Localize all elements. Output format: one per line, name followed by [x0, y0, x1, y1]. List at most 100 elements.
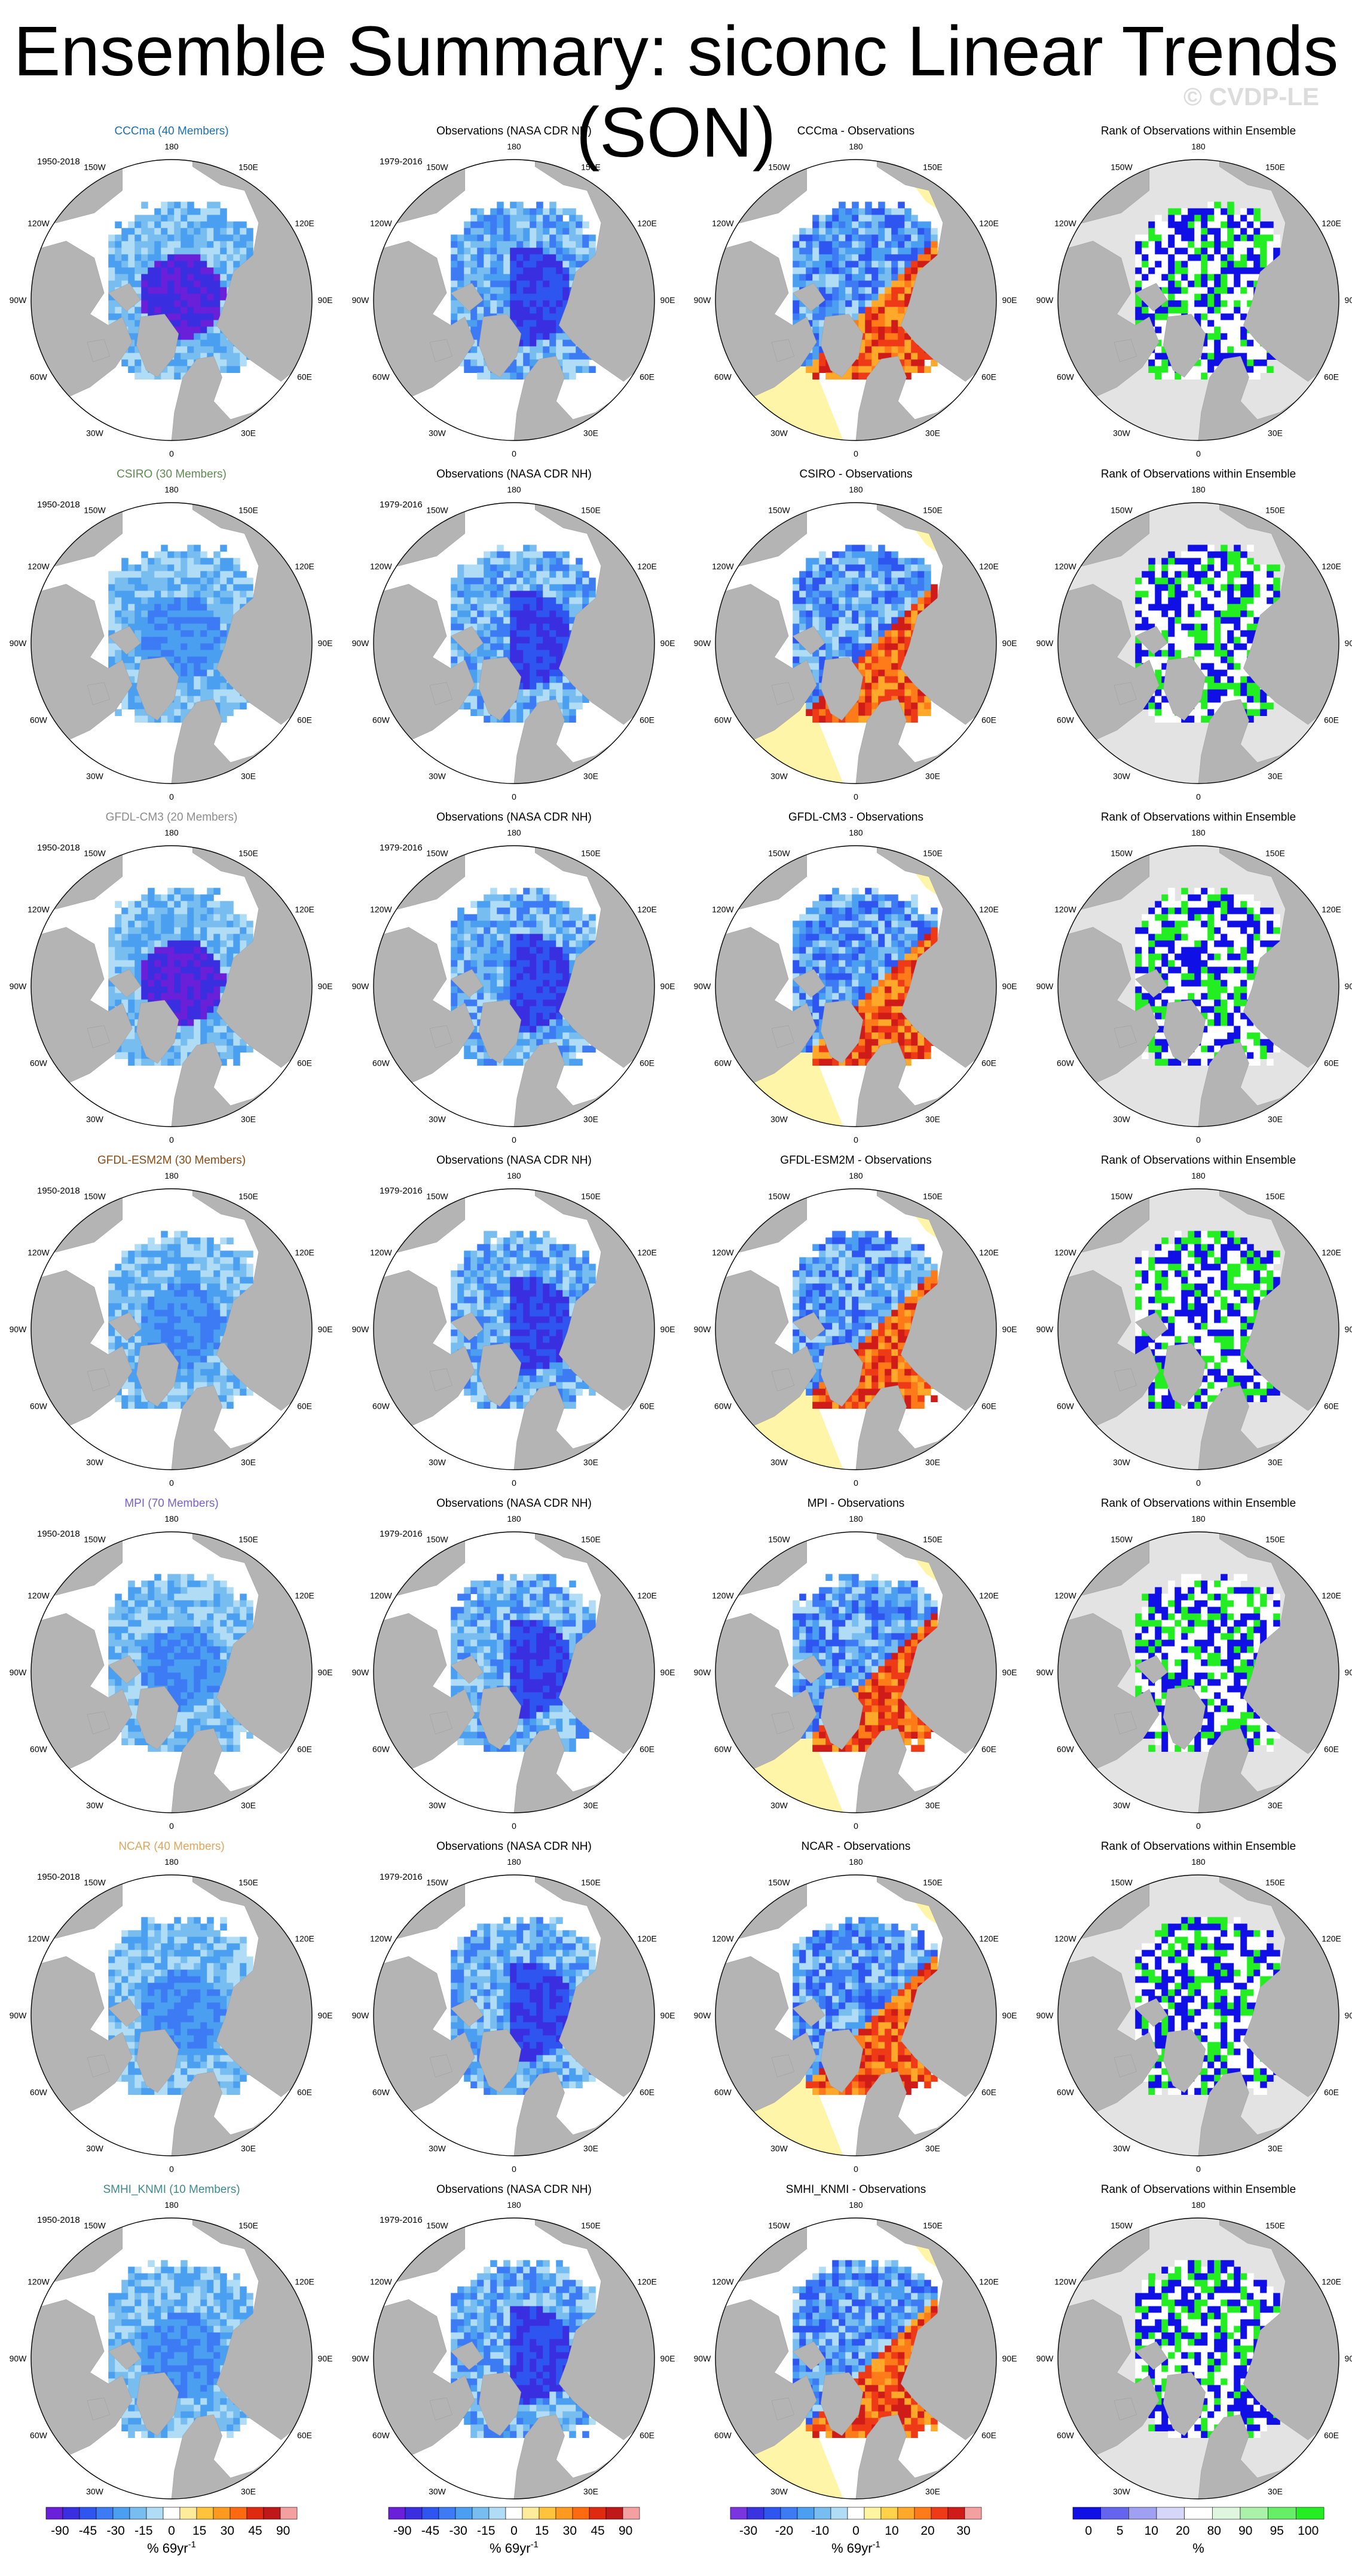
colorbar-swatch [864, 2507, 882, 2520]
colorbar-swatch [213, 2507, 231, 2520]
longitude-label: 90E [1002, 1668, 1017, 1677]
longitude-label: 0 [1196, 449, 1201, 458]
panel-title: Rank of Observations within Ensemble [1101, 811, 1296, 824]
longitude-label: 150W [84, 848, 106, 858]
longitude-label: 150W [1111, 1534, 1133, 1544]
longitude-label: 150E [581, 1191, 601, 1201]
longitude-label: 150E [923, 1191, 943, 1201]
longitude-label: 60W [372, 1402, 390, 1411]
longitude-label: 60W [30, 715, 48, 725]
longitude-label: 60W [30, 1058, 48, 1068]
longitude-label: 120W [1054, 2277, 1076, 2287]
map-panel-diff: 180 150E 120E 90E 60E 30E 0 30W 60W 90W 120W 150W MP… [694, 1497, 1017, 1831]
longitude-label: 150E [581, 505, 601, 515]
longitude-label: 30E [241, 1801, 256, 1810]
colorbar-tick-label: 0 [510, 2524, 518, 2538]
longitude-label: 150W [768, 2220, 790, 2230]
longitude-label: 90W [10, 1324, 27, 1334]
longitude-label: 120E [979, 2277, 999, 2287]
longitude-label: 0 [512, 1821, 516, 1831]
longitude-label: 60W [714, 372, 732, 382]
longitude-label: 150W [768, 1877, 790, 1887]
map-panel-model: 180 150E 120E 90E 60E 30E 0 30W 60W 90W 120W 150W GF… [10, 1154, 333, 1488]
colorbar-tick-label: -15 [134, 2524, 152, 2538]
longitude-label: 90E [660, 295, 675, 305]
longitude-label: 60E [640, 1058, 654, 1068]
longitude-label: 30E [241, 1458, 256, 1467]
longitude-label: 180 [1191, 485, 1206, 494]
panel-title: SMHI_KNMI - Observations [786, 2183, 926, 2196]
panel-title: Rank of Observations within Ensemble [1101, 1154, 1296, 1167]
page-title: Ensemble Summary: siconc Linear Trends (… [13, 12, 1339, 172]
longitude-label: 90W [1036, 1668, 1054, 1677]
colorbar-tick-label: 95 [1270, 2524, 1284, 2538]
longitude-label: 60E [981, 1745, 996, 1754]
longitude-label: 150E [923, 1534, 943, 1544]
longitude-label: 0 [169, 1821, 174, 1831]
longitude-label: 120E [637, 905, 657, 914]
longitude-label: 150E [581, 1534, 601, 1544]
longitude-label: 0 [169, 1478, 174, 1488]
map-panel-obs: 180 150E 120E 90E 60E 30E 0 30W 60W 90W 120W 150W Ob… [352, 125, 675, 458]
longitude-label: 120W [370, 1248, 392, 1258]
longitude-label: 120W [370, 1591, 392, 1601]
longitude-label: 30W [770, 1801, 788, 1810]
map-panel-model: 180 150E 120E 90E 60E 30E 0 30W 60W 90W 120W 150W MP… [10, 1497, 333, 1831]
longitude-label: 90W [1036, 981, 1054, 991]
period-label: 1979-2016 [380, 843, 423, 853]
longitude-label: 180 [164, 1171, 179, 1180]
longitude-label: 0 [169, 449, 174, 458]
longitude-label: 90W [10, 638, 27, 648]
colorbar-swatch [129, 2507, 147, 2520]
panel-title: GFDL-CM3 (20 Members) [106, 811, 238, 824]
panel-title: SMHI_KNMI (10 Members) [103, 2183, 240, 2196]
longitude-label: 90E [660, 638, 675, 648]
longitude-label: 180 [164, 2200, 179, 2210]
map-panel-diff: 180 150E 120E 90E 60E 30E 0 30W 60W 90W 120W 150W CC… [694, 125, 1017, 458]
longitude-label: 60E [981, 372, 996, 382]
panel-title: GFDL-ESM2M (30 Members) [97, 1154, 246, 1167]
longitude-label: 30W [1113, 2487, 1131, 2497]
longitude-label: 150E [1265, 1191, 1285, 1201]
colorbar-swatch [1240, 2507, 1268, 2520]
longitude-label: 180 [1191, 1171, 1206, 1180]
longitude-label: 150E [238, 162, 258, 172]
longitude-label: 60W [30, 372, 48, 382]
colorbar-swatch [96, 2507, 114, 2520]
longitude-label: 90W [1036, 2011, 1054, 2020]
longitude-label: 120W [27, 562, 50, 571]
longitude-label: 30E [1268, 1458, 1283, 1467]
longitude-label: 90W [352, 1324, 370, 1334]
longitude-label: 150W [768, 1191, 790, 1201]
panel-title: GFDL-CM3 - Observations [788, 811, 923, 824]
longitude-label: 90W [10, 295, 27, 305]
colorbar-swatch [79, 2507, 97, 2520]
longitude-label: 0 [1196, 1135, 1201, 1145]
panel-title: CCCma (40 Members) [114, 125, 228, 137]
colorbar-rank: 0 5 10 20 80 90 95 100% [1072, 2507, 1325, 2556]
colorbar-swatch [964, 2507, 982, 2520]
longitude-label: 0 [1196, 1821, 1201, 1831]
longitude-label: 150E [238, 2220, 258, 2230]
colorbar-tick-label: 20 [920, 2524, 934, 2538]
longitude-label: 30W [429, 2487, 446, 2497]
map-panel-obs: 180 150E 120E 90E 60E 30E 0 30W 60W 90W 120W 150W Ob… [352, 1497, 675, 1831]
colorbar-unit: % 69yr-1 [490, 2540, 539, 2556]
longitude-label: 180 [1191, 828, 1206, 837]
colorbar-tick-label: 10 [1145, 2524, 1158, 2538]
longitude-label: 0 [169, 792, 174, 801]
panel-title: Rank of Observations within Ensemble [1101, 468, 1296, 481]
longitude-label: 150E [1265, 1877, 1285, 1887]
colorbar-tick-label: -10 [811, 2524, 829, 2538]
longitude-label: 90E [1345, 1668, 1352, 1677]
colorbar-tick-label: 45 [591, 2524, 604, 2538]
longitude-label: 120W [27, 1248, 50, 1258]
longitude-label: 30W [770, 2144, 788, 2153]
colorbar-tick-label: -45 [79, 2524, 97, 2538]
map-panel-rank: 180 150E 120E 90E 60E 30E 0 30W 60W 90W 120W 150W Ra… [1036, 811, 1352, 1145]
longitude-label: 0 [854, 792, 858, 801]
map-panel-rank: 180 150E 120E 90E 60E 30E 0 30W 60W 90W 120W 150W Ra… [1036, 1840, 1352, 2174]
longitude-label: 60W [714, 1402, 732, 1411]
longitude-label: 0 [512, 449, 516, 458]
longitude-label: 120E [295, 905, 314, 914]
